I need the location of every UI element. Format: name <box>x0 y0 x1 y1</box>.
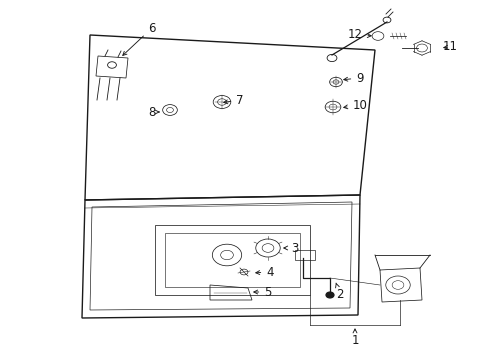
Text: 11: 11 <box>442 40 457 54</box>
Text: 8: 8 <box>148 105 159 118</box>
Text: 2: 2 <box>335 283 343 301</box>
Text: 4: 4 <box>255 266 273 279</box>
Text: 9: 9 <box>343 72 363 85</box>
Text: 10: 10 <box>343 99 366 112</box>
Text: 3: 3 <box>283 242 298 255</box>
Text: 6: 6 <box>122 22 156 55</box>
Text: 5: 5 <box>253 285 271 298</box>
Text: 1: 1 <box>350 329 358 346</box>
Circle shape <box>325 292 333 298</box>
Text: 12: 12 <box>347 28 370 41</box>
Text: 7: 7 <box>224 94 243 107</box>
